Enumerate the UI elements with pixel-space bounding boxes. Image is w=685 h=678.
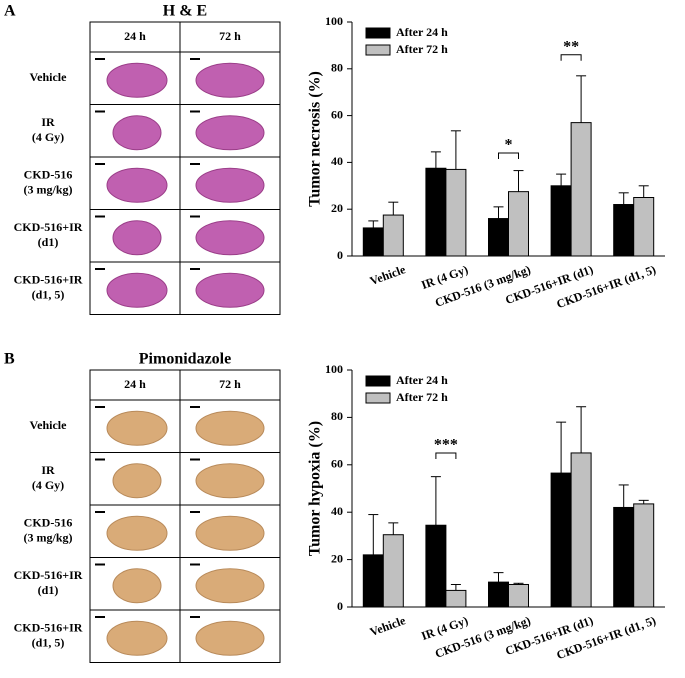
y-tick-label: 60: [331, 107, 343, 121]
legend-label: After 24 h: [396, 25, 448, 39]
row-label: Vehicle: [30, 70, 68, 84]
row-label: (4 Gy): [32, 130, 64, 144]
bar: [362, 554, 384, 608]
row-label: CKD-516+IR: [14, 273, 83, 287]
tissue-section: [112, 220, 162, 256]
legend-swatch: [365, 392, 391, 404]
row-label: (3 mg/kg): [24, 531, 73, 545]
tissue-section: [106, 272, 168, 308]
row-label: (d1, 5): [32, 288, 65, 302]
row-label: CKD-516: [24, 516, 73, 530]
y-tick-label: 40: [331, 504, 343, 518]
significance-label: **: [563, 38, 579, 55]
bar: [425, 167, 447, 257]
column-header: 72 h: [219, 29, 241, 43]
grid-frame: [89, 21, 281, 315]
bar: [550, 185, 572, 257]
bar: [488, 218, 509, 257]
bar: [633, 197, 655, 257]
column-header: 72 h: [219, 377, 241, 391]
significance-label: *: [505, 137, 513, 154]
tissue-section: [112, 463, 162, 499]
panel-label: A: [4, 3, 16, 20]
legend-label: After 24 h: [396, 373, 448, 387]
y-tick-label: 80: [331, 61, 343, 75]
y-axis-label: Tumor hypoxia (%): [307, 421, 324, 556]
row-label: (4 Gy): [32, 478, 64, 492]
tissue-section: [195, 272, 265, 308]
column-header: 24 h: [124, 29, 146, 43]
bar: [445, 168, 467, 257]
y-tick-label: 100: [325, 362, 343, 376]
y-tick-label: 0: [337, 599, 343, 613]
grid-title: H & E: [163, 3, 207, 20]
tissue-section: [112, 115, 162, 151]
bar: [508, 191, 529, 257]
bar: [633, 503, 655, 608]
y-axis-label: Tumor necrosis (%): [307, 71, 324, 207]
bar: [508, 583, 529, 608]
tissue-section: [195, 620, 265, 656]
legend-swatch: [365, 375, 391, 387]
row-label: (d1): [38, 235, 59, 249]
tissue-section: [195, 515, 265, 551]
row-label: Vehicle: [30, 418, 68, 432]
panel-label: B: [4, 351, 15, 368]
row-label: IR: [41, 463, 55, 477]
significance-bracket: [498, 152, 519, 160]
significance-bracket: [435, 452, 457, 459]
tissue-section: [195, 62, 265, 98]
legend-swatch: [365, 27, 391, 39]
bar: [570, 122, 592, 257]
row-label: CKD-516: [24, 168, 73, 182]
row-label: CKD-516+IR: [14, 220, 83, 234]
tissue-section: [106, 62, 168, 98]
x-tick-label: Vehicle: [368, 613, 408, 639]
row-label: (d1): [38, 583, 59, 597]
column-header: 24 h: [124, 377, 146, 391]
tissue-section: [106, 410, 168, 446]
significance-label: ***: [434, 437, 458, 454]
legend-label: After 72 h: [396, 390, 448, 404]
legend-swatch: [365, 44, 391, 56]
tissue-section: [112, 568, 162, 604]
y-tick-label: 40: [331, 154, 343, 168]
y-tick-label: 60: [331, 457, 343, 471]
y-tick-label: 100: [325, 14, 343, 28]
bar: [613, 204, 635, 257]
y-tick-label: 0: [337, 248, 343, 262]
bar: [613, 506, 635, 608]
bar: [570, 452, 592, 608]
y-tick-label: 20: [331, 201, 343, 215]
significance-bracket: [560, 54, 582, 61]
bar: [362, 227, 384, 257]
row-label: CKD-516+IR: [14, 621, 83, 635]
row-label: CKD-516+IR: [14, 568, 83, 582]
row-label: (3 mg/kg): [24, 183, 73, 197]
tissue-section: [195, 463, 265, 499]
tissue-section: [106, 515, 168, 551]
tissue-section: [106, 167, 168, 203]
x-tick-label: Vehicle: [368, 262, 408, 288]
tissue-section: [195, 220, 265, 256]
row-label: (d1, 5): [32, 636, 65, 650]
row-label: IR: [41, 115, 55, 129]
bar: [550, 472, 572, 608]
grid-frame: [89, 369, 281, 663]
bar: [382, 214, 404, 257]
tissue-section: [195, 115, 265, 151]
tissue-section: [195, 568, 265, 604]
bar: [382, 534, 404, 608]
tissue-section: [106, 620, 168, 656]
bar: [488, 581, 509, 608]
y-tick-label: 80: [331, 409, 343, 423]
grid-title: Pimonidazole: [139, 351, 231, 368]
bar: [425, 524, 447, 608]
tissue-section: [195, 167, 265, 203]
tissue-section: [195, 410, 265, 446]
legend-label: After 72 h: [396, 42, 448, 56]
bar: [445, 589, 467, 608]
y-tick-label: 20: [331, 551, 343, 565]
